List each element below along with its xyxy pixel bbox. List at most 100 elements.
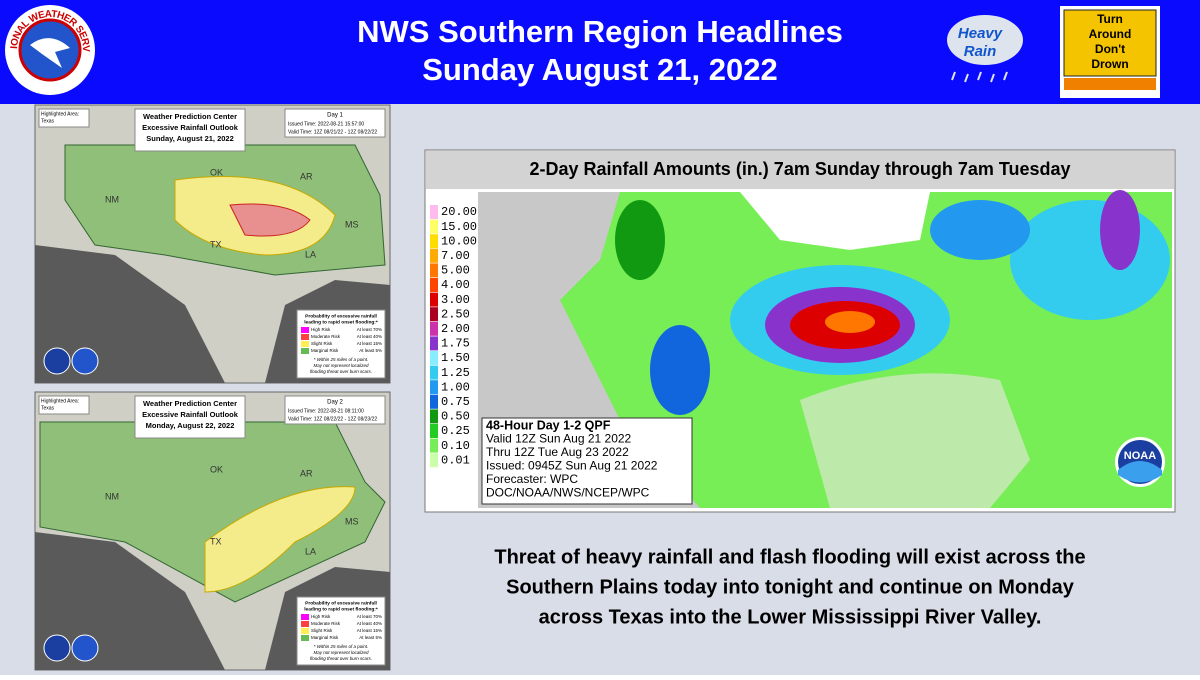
- scale-label: 10.00: [441, 234, 477, 248]
- outlook-title: Excessive Rainfall Outlook: [142, 123, 239, 132]
- legend-swatch: [301, 628, 309, 634]
- noaa-logo: NOAA: [1115, 437, 1165, 487]
- scale-label: 1.75: [441, 337, 470, 351]
- state-label: OK: [210, 167, 223, 177]
- time-box: [284, 108, 386, 138]
- state-label: TX: [210, 536, 222, 546]
- outlook-title: Monday, August 22, 2022: [146, 421, 235, 430]
- scale-swatch: [430, 278, 438, 292]
- sign-text: Around: [1089, 27, 1132, 41]
- scale-label: 2.50: [441, 307, 470, 321]
- scale-label: 3.00: [441, 293, 470, 307]
- outlook-day: Day 2: [327, 400, 343, 406]
- scale-label: 2.00: [441, 322, 470, 336]
- scale-label: 20.00: [441, 205, 477, 219]
- noaa-text: NOAA: [1124, 450, 1156, 462]
- valid: Valid Time: 12Z 08/21/22 - 12Z 08/22/22: [288, 129, 377, 135]
- icon-text: Heavy: [958, 25, 1003, 42]
- legend-swatch: [301, 327, 309, 333]
- qpf-info-line: Valid 12Z Sun Aug 21 2022: [486, 432, 632, 446]
- summary-line: Southern Plains today into tonight and c…: [506, 576, 1075, 598]
- scale-label: 15.00: [441, 220, 477, 234]
- qpf-title: 2-Day Rainfall Amounts (in.) 7am Sunday …: [529, 159, 1070, 179]
- icon-text: Rain: [964, 43, 997, 60]
- legend-note: * Within 25 miles of a point.: [314, 644, 369, 649]
- scale-swatch: [430, 292, 438, 307]
- state-label: OK: [210, 464, 223, 474]
- legend-note: May not represent localized: [313, 363, 369, 368]
- legend-prob: At least 40%: [357, 334, 382, 339]
- legend-prob: At least 70%: [357, 614, 382, 619]
- qpf-info-line: Issued: 0945Z Sun Aug 21 2022: [486, 459, 658, 473]
- legend-prob: At least 5%: [359, 635, 382, 640]
- heavy-rain-icon: Heavy Rain: [947, 15, 1023, 83]
- highlight: Texas: [41, 405, 55, 411]
- time-box: [284, 395, 386, 425]
- state-label: LA: [305, 546, 316, 556]
- highlight: Highlighted Area:: [41, 398, 79, 404]
- state-label: NM: [105, 491, 119, 501]
- title-box: [134, 108, 246, 152]
- scale-swatch: [430, 219, 438, 234]
- scale-label: 7.00: [441, 249, 470, 263]
- legend-heading: Probability of excessive rainfall: [305, 600, 377, 606]
- highlight: Texas: [41, 118, 55, 124]
- state-label: NM: [105, 194, 119, 204]
- outlook-panel: NM OK TX AR LA MS Weather Prediction Center Exc…: [34, 104, 391, 384]
- qpf-info-line: DOC/NOAA/NWS/NCEP/WPC: [486, 486, 650, 500]
- legend-heading: leading to rapid onset flooding:*: [304, 319, 378, 325]
- outlook-title: Weather Prediction Center: [143, 112, 237, 121]
- legend-heading: leading to rapid onset flooding:*: [304, 606, 378, 612]
- scale-label: 1.25: [441, 366, 470, 380]
- scale-swatch: [430, 307, 438, 322]
- noaa-badge: [43, 347, 71, 375]
- legend-prob: At least 15%: [357, 341, 382, 346]
- legend-box: [296, 309, 386, 379]
- legend-swatch: [301, 614, 309, 620]
- scale-label: 1.50: [441, 351, 470, 365]
- legend-prob: At least 40%: [357, 621, 382, 626]
- issued: Issued Time: 2022-08-21 08:11:00: [288, 408, 364, 414]
- qpf-title-bar: [426, 151, 1174, 189]
- scale-swatch: [430, 205, 438, 219]
- scale-label: 0.10: [441, 439, 470, 453]
- scale-swatch: [430, 438, 438, 453]
- qpf-info-line: Thru 12Z Tue Aug 23 2022: [486, 445, 629, 459]
- qpf-info-line: Forecaster: WPC: [486, 472, 578, 486]
- scale-swatch: [430, 263, 438, 278]
- outlook-panel: NM OK TX AR LA MS Weather Prediction Center Exc…: [34, 391, 391, 671]
- highlight-box: [38, 395, 90, 415]
- qpf-map: 2-Day Rainfall Amounts (in.) 7am Sunday …: [424, 149, 1176, 513]
- scale-swatch: [430, 394, 438, 409]
- scale-label: 0.75: [441, 395, 470, 409]
- legend-swatch: [301, 635, 309, 641]
- header-date: Sunday August 21, 2022: [422, 52, 777, 87]
- legend-swatch: [301, 621, 309, 627]
- legend-swatch: [301, 341, 309, 347]
- scale-label: 0.25: [441, 424, 470, 438]
- legend-name: Marginal Risk: [311, 348, 339, 353]
- state-label: TX: [210, 239, 222, 249]
- sign-text: Turn: [1097, 12, 1123, 26]
- state-label: AR: [300, 171, 313, 181]
- legend-box: [296, 596, 386, 666]
- qpf-info-box: [481, 417, 693, 505]
- scale-label: 1.00: [441, 380, 470, 394]
- scale-swatch: [430, 424, 438, 438]
- scale-label: 0.50: [441, 410, 470, 424]
- state-label: LA: [305, 249, 316, 259]
- header-title: NWS Southern Region Headlines: [357, 14, 843, 49]
- legend-swatch: [301, 334, 309, 340]
- sign-text: Drown: [1091, 57, 1128, 71]
- title-box: [134, 395, 246, 439]
- outlook-title: Excessive Rainfall Outlook: [142, 410, 239, 419]
- outlook-day: Day 1: [327, 113, 343, 119]
- state-label: MS: [345, 219, 359, 229]
- scale-swatch: [430, 409, 438, 424]
- state-label: MS: [345, 516, 359, 526]
- legend-name: High Risk: [311, 327, 331, 332]
- scale-swatch: [430, 248, 438, 263]
- nws-badge: [71, 634, 99, 662]
- legend-prob: At least 70%: [357, 327, 382, 332]
- moderate-area: [229, 203, 311, 237]
